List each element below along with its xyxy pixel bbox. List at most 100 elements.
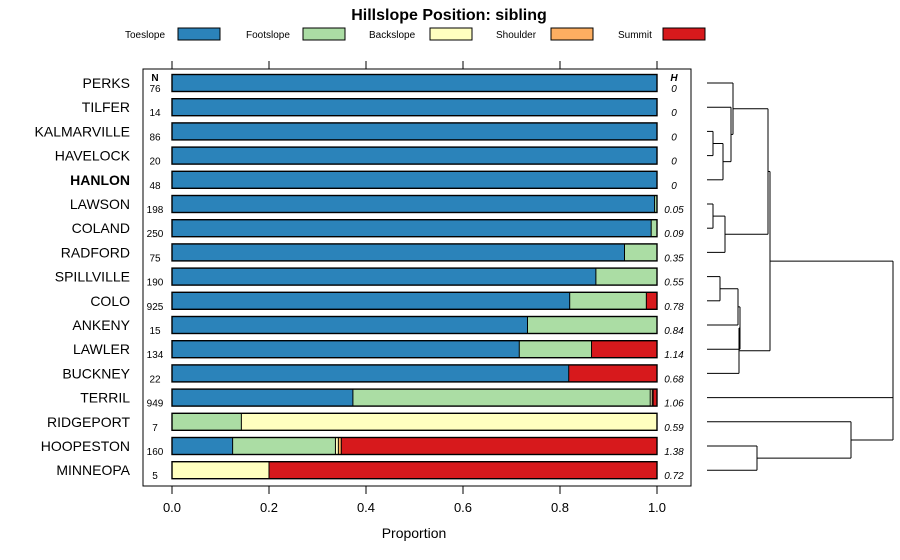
n-value: 250 — [147, 229, 164, 240]
chart-title: Hillslope Position: sibling — [351, 7, 547, 24]
bar-segment-backslope — [172, 461, 269, 479]
plot-frame — [142, 68, 692, 487]
bar-segment-toeslope — [172, 74, 657, 92]
n-column-header: N — [151, 73, 158, 84]
h-value: 0 — [671, 181, 677, 192]
n-value: 160 — [147, 447, 164, 458]
n-value: 134 — [147, 350, 164, 361]
row-label: PERKS — [83, 75, 130, 91]
h-value: 0.59 — [664, 423, 684, 434]
row-label: SPILLVILLE — [55, 269, 130, 285]
row-label: KALMARVILLE — [35, 123, 130, 139]
row-label: HANLON — [70, 172, 130, 188]
bar-segment-footslope — [527, 316, 657, 334]
bar-segment-footslope — [352, 389, 651, 407]
bar-outline — [171, 73, 658, 93]
bar-outline — [171, 291, 658, 310]
legend-swatch — [662, 27, 706, 41]
x-axis: 0.0 0.2 0.4 0.6 0.8 1.0 — [163, 486, 666, 515]
row-tilfer: TILFER 14 0 — [82, 97, 677, 119]
bar-segment-summit — [568, 364, 657, 382]
n-value: 86 — [149, 132, 161, 143]
n-value: 75 — [149, 253, 161, 264]
h-column-header: H — [670, 73, 678, 84]
n-value: 925 — [147, 302, 164, 313]
h-value: 1.38 — [664, 447, 684, 458]
h-value: 0 — [671, 132, 677, 143]
bar-segment-toeslope — [172, 147, 657, 165]
bar-outline — [171, 243, 658, 262]
row-label: HAVELOCK — [55, 148, 131, 164]
bar-outline — [171, 146, 658, 165]
bar-segment-footslope — [654, 195, 657, 213]
row-label: COLO — [90, 293, 130, 309]
bar-segment-toeslope — [172, 243, 625, 261]
bar-segment-toeslope — [172, 364, 569, 382]
row-perks: PERKS 76 0 — [83, 73, 677, 95]
row-hanlon: HANLON 48 0 — [70, 170, 677, 192]
n-value: 48 — [149, 181, 161, 192]
row-colo: COLO 925 0.78 — [90, 291, 684, 313]
bar-segment-toeslope — [172, 122, 657, 140]
h-value: 0.55 — [664, 278, 684, 289]
row-havelock: HAVELOCK 20 0 — [55, 146, 677, 168]
legend: Toeslope Footslope Backslope Shoulder Summit — [125, 27, 706, 41]
bar-segment-toeslope — [172, 195, 655, 213]
x-axis-label: Proportion — [382, 525, 447, 541]
row-label: MINNEOPA — [56, 462, 130, 478]
x-tick-label: 0.6 — [454, 500, 472, 515]
legend-swatch — [302, 27, 346, 41]
bar-rows: PERKS 76 0 TILFER 14 0 KALMARVILLE 86 0 HAVELOCK 2… — [35, 73, 684, 482]
row-minneopa: MINNEOPA 5 0.72 — [56, 461, 684, 482]
n-value: 22 — [149, 374, 161, 385]
row-label: ANKENY — [72, 317, 130, 333]
row-terril: TERRIL 949 1.06 — [80, 388, 684, 410]
legend-label: Summit — [618, 30, 652, 41]
bar-segment-toeslope — [172, 340, 520, 358]
row-kalmarville: KALMARVILLE 86 0 — [35, 122, 677, 143]
row-radford: RADFORD 75 0.35 — [61, 243, 684, 264]
bar-outline — [171, 218, 658, 238]
bar-segment-footslope — [232, 437, 336, 455]
bar-segment-toeslope — [172, 292, 570, 310]
row-label: TILFER — [82, 99, 130, 115]
legend-swatch — [429, 27, 473, 41]
bar-segment-summit — [591, 340, 657, 358]
n-value: 14 — [149, 108, 161, 119]
h-value: 1.14 — [664, 350, 684, 361]
bar-outline — [171, 436, 658, 456]
bar-outline — [171, 315, 658, 335]
bar-outline — [171, 412, 658, 431]
x-tick-label: 0.4 — [357, 500, 375, 515]
row-label: BUCKNEY — [62, 365, 130, 381]
bar-segment-backslope — [241, 413, 658, 431]
legend-label: Footslope — [246, 30, 290, 41]
row-label: LAWSON — [70, 196, 130, 212]
x-tick-label: 0.0 — [163, 500, 181, 515]
bar-segment-footslope — [595, 268, 657, 286]
row-label: HOOPESTON — [41, 438, 130, 454]
h-value: 0 — [671, 108, 677, 119]
top-axis-ticks — [171, 61, 658, 69]
h-value: 0.09 — [664, 229, 684, 240]
row-label: LAWLER — [73, 341, 130, 357]
row-spillville: SPILLVILLE 190 0.55 — [55, 267, 684, 289]
bar-outline — [171, 340, 658, 359]
row-coland: COLAND 250 0.09 — [72, 218, 684, 240]
row-ankeny: ANKENY 15 0.84 — [72, 315, 684, 337]
legend-label: Shoulder — [496, 30, 537, 41]
bar-outline — [171, 170, 658, 190]
x-tick-label: 0.2 — [260, 500, 278, 515]
h-value: 0.05 — [664, 205, 684, 216]
n-value: 198 — [147, 205, 164, 216]
bar-outline — [171, 364, 658, 383]
bar-segment-summit — [341, 437, 657, 455]
bar-outline — [171, 194, 658, 214]
h-value: 0 — [671, 84, 677, 95]
n-value: 20 — [149, 157, 161, 168]
bar-segment-footslope — [651, 219, 657, 237]
bar-segment-toeslope — [172, 171, 657, 189]
n-value: 7 — [152, 423, 158, 434]
bar-segment-toeslope — [172, 219, 652, 237]
dendrogram — [707, 82, 894, 471]
